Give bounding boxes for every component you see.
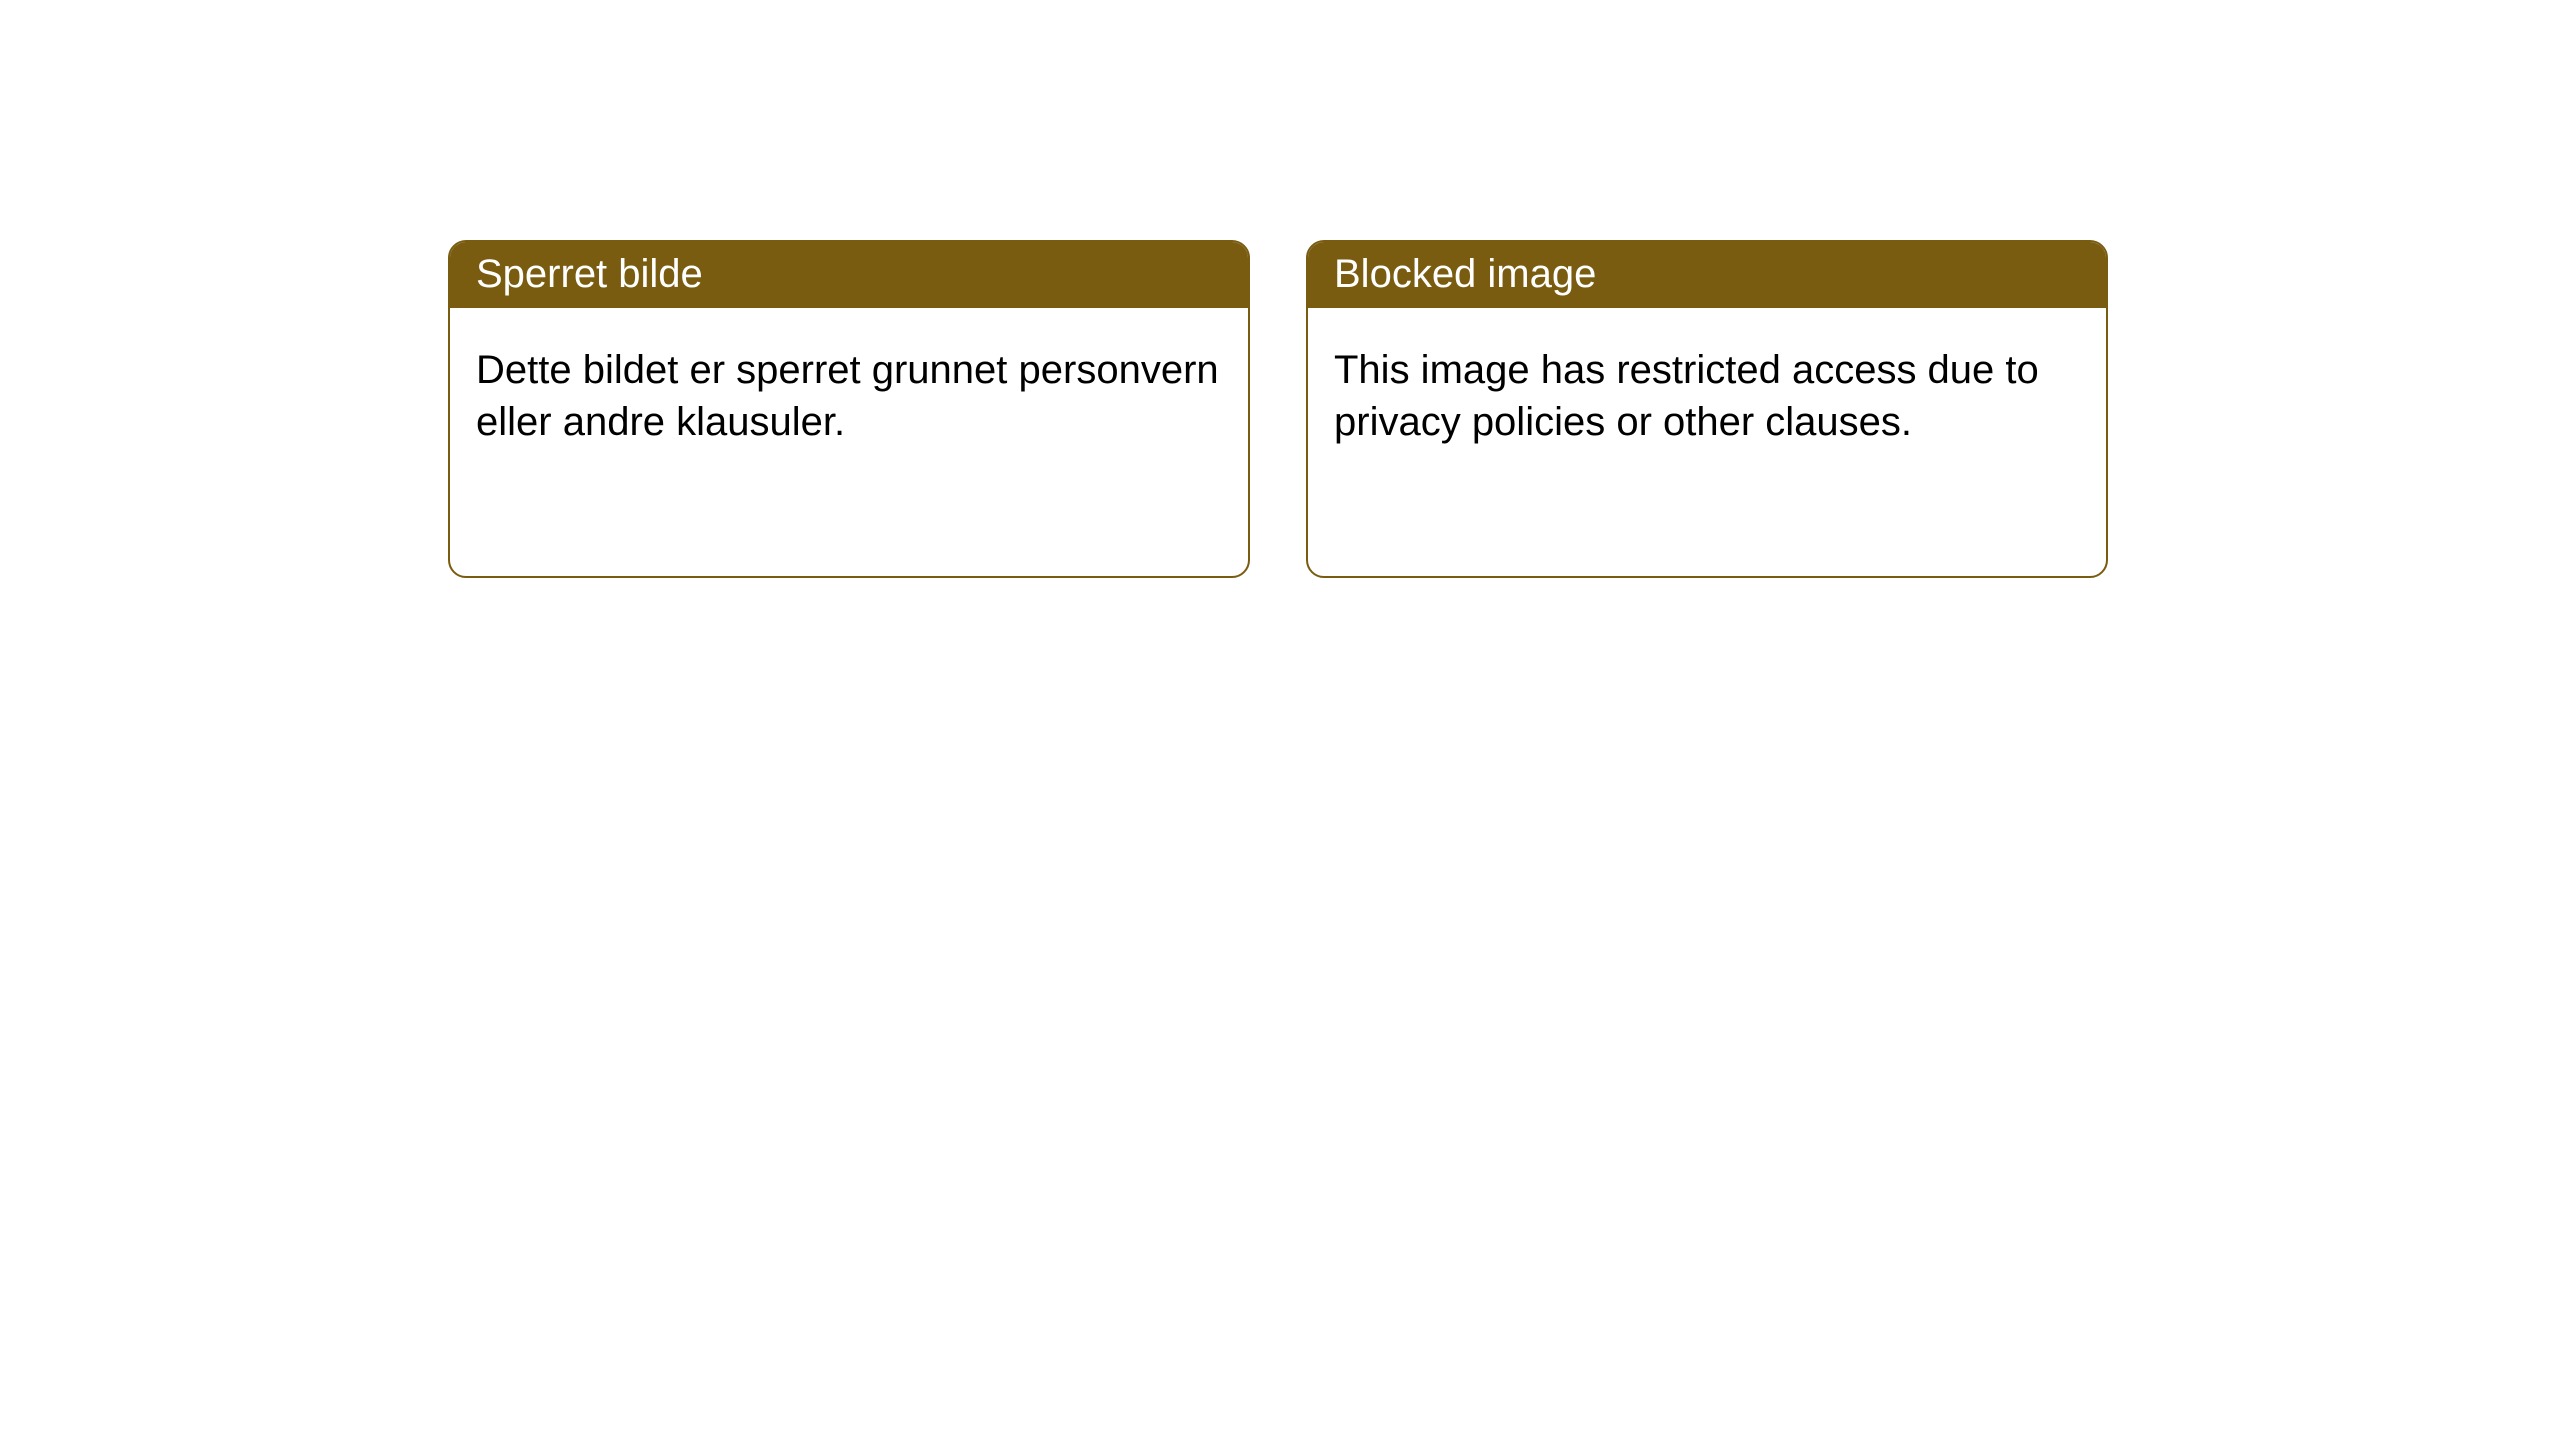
notice-title: Sperret bilde xyxy=(450,242,1248,308)
notice-card-norwegian: Sperret bilde Dette bildet er sperret gr… xyxy=(448,240,1250,578)
notice-card-english: Blocked image This image has restricted … xyxy=(1306,240,2108,578)
notice-title: Blocked image xyxy=(1308,242,2106,308)
notice-body: This image has restricted access due to … xyxy=(1308,308,2106,474)
notice-body: Dette bildet er sperret grunnet personve… xyxy=(450,308,1248,474)
notice-container: Sperret bilde Dette bildet er sperret gr… xyxy=(0,0,2560,578)
